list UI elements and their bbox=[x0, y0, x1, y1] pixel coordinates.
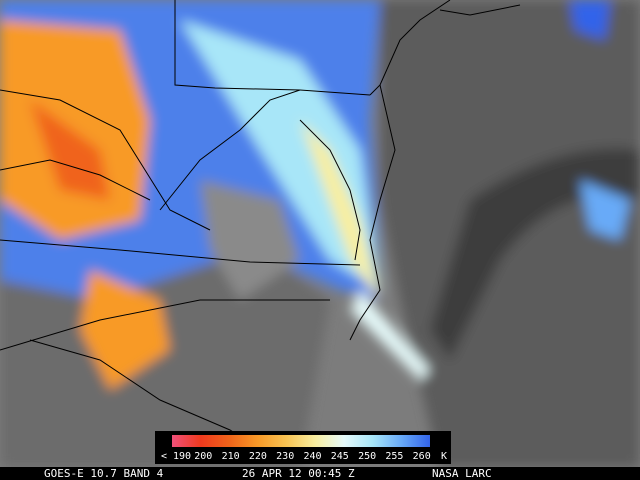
colorbar-label: 210 bbox=[222, 451, 240, 462]
colorbar-label: 230 bbox=[276, 451, 294, 462]
colorbar-label: 220 bbox=[249, 451, 267, 462]
colorbar-labels: < 190 200 210 220 230 240 245 250 255 260 K bbox=[161, 451, 447, 462]
caption-source: NASA LARC bbox=[432, 467, 492, 480]
caption-time: 26 APR 12 00:45 Z bbox=[242, 467, 355, 480]
caption-bar bbox=[0, 467, 640, 480]
colorbar-label: 260 bbox=[413, 451, 431, 462]
colorbar-label: < 190 bbox=[161, 451, 191, 462]
caption-sensor: GOES-E 10.7 BAND 4 bbox=[44, 467, 164, 480]
colorbar-label: 200 bbox=[194, 451, 212, 462]
colorbar-label: 240 bbox=[303, 451, 321, 462]
colorbar-label: 255 bbox=[385, 451, 403, 462]
colorbar-label: 245 bbox=[331, 451, 349, 462]
imagery bbox=[0, 0, 640, 468]
colorbar bbox=[172, 435, 430, 447]
colorbar-unit: K bbox=[441, 451, 447, 462]
state-borders bbox=[0, 0, 521, 451]
colorbar-label: 250 bbox=[358, 451, 376, 462]
